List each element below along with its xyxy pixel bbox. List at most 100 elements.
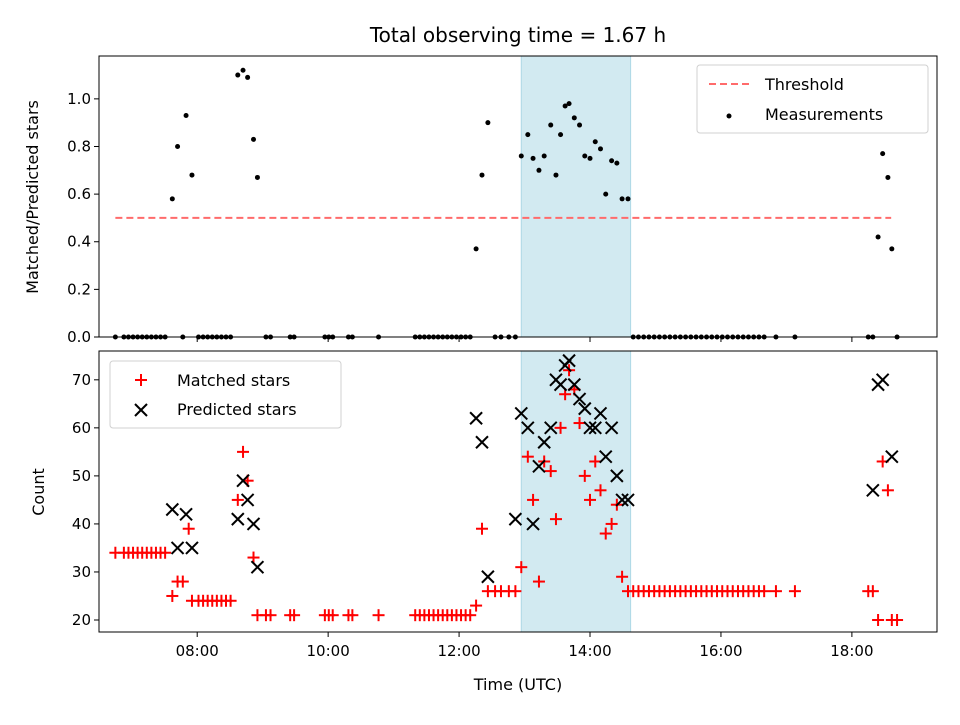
ratio-panel: 0.0 0.2 0.4 0.6 0.8 1.0 xyxy=(67,55,938,346)
predicted-point-b xyxy=(562,353,576,368)
measurement-point xyxy=(479,172,485,178)
bottom-y-axis-label: Count xyxy=(29,468,48,516)
predicted-point xyxy=(553,377,568,392)
predicted-point xyxy=(250,560,265,574)
y-tick-label: 0.4 xyxy=(67,233,91,251)
measurement-point xyxy=(582,153,588,159)
matched-point xyxy=(475,522,488,535)
measurement-point xyxy=(541,153,547,159)
measurement-point xyxy=(614,160,620,166)
measurement-point xyxy=(597,146,603,152)
measurement-point xyxy=(183,113,189,119)
legend-bottom-frame xyxy=(109,360,342,429)
measurement-point xyxy=(525,132,531,138)
predicted-point-b xyxy=(553,377,568,392)
predicted-point xyxy=(885,449,899,464)
predicted-point xyxy=(875,373,890,387)
measurement-point xyxy=(587,155,593,161)
matched-point xyxy=(578,469,591,482)
predicted-point xyxy=(578,401,592,416)
matched-point xyxy=(589,455,602,468)
predicted-point xyxy=(508,512,523,526)
predicted-point-b xyxy=(165,502,180,517)
matched-point xyxy=(881,484,894,497)
plot-frame xyxy=(98,350,938,633)
predicted-point xyxy=(593,406,608,421)
measurement-point xyxy=(562,103,568,109)
matched-point xyxy=(166,589,179,602)
matched-point xyxy=(288,609,301,622)
matched-point xyxy=(872,613,885,626)
highlight-span xyxy=(520,350,632,633)
predicted-point xyxy=(599,449,613,464)
predicted-point xyxy=(604,421,619,435)
y-tick-label: 0.2 xyxy=(67,280,91,298)
predicted-point xyxy=(562,353,576,368)
predicted-point-b xyxy=(526,517,540,531)
predicted-point xyxy=(170,541,185,555)
matched-point xyxy=(573,417,586,430)
matched-point xyxy=(599,527,612,540)
matched-point xyxy=(554,421,567,434)
matched-point xyxy=(769,585,782,598)
measurement-point xyxy=(485,120,491,126)
top-y-axis-label: Matched/Predicted stars xyxy=(23,100,42,294)
plot-frame xyxy=(98,55,938,338)
matched-point xyxy=(372,609,385,622)
matched-point xyxy=(247,551,260,564)
matched-point xyxy=(544,465,557,478)
y-tick-label: 0.0 xyxy=(67,328,91,346)
matched-point xyxy=(532,575,545,588)
measurement-point xyxy=(592,139,598,145)
predicted-point-b xyxy=(615,493,629,507)
x-tick-label: 12:00 xyxy=(437,642,480,660)
predicted-point xyxy=(537,435,551,449)
predicted-point xyxy=(481,570,495,584)
predicted-point-b xyxy=(583,421,597,435)
predicted-point xyxy=(610,469,624,483)
matched-point xyxy=(515,561,528,574)
predicted-point-b xyxy=(604,421,619,435)
legend-top: Threshold Measurements xyxy=(696,64,929,134)
predicted-point xyxy=(231,512,245,526)
matched-point xyxy=(549,513,562,526)
predicted-point-b xyxy=(599,449,613,464)
predicted-point-b xyxy=(185,541,199,555)
predicted-point-b xyxy=(572,392,587,406)
predicted-point-b xyxy=(567,377,582,392)
matched-point xyxy=(866,585,879,598)
matched-point xyxy=(788,585,801,598)
y-tick-label: 1.0 xyxy=(67,90,91,108)
matched-point xyxy=(527,493,540,506)
matched-point xyxy=(594,484,607,497)
predicted-point-b xyxy=(236,473,250,488)
measurement-point xyxy=(880,151,886,157)
predicted-point xyxy=(526,517,540,531)
matched-point xyxy=(237,445,250,458)
matched-point xyxy=(891,613,904,626)
x-tick-label: 08:00 xyxy=(176,642,219,660)
legend-bottom: Matched stars Predicted stars xyxy=(109,360,342,429)
predicted-point xyxy=(246,517,261,531)
predicted-point xyxy=(514,406,528,421)
matched-point xyxy=(605,517,618,530)
x-axis-label: Time (UTC) xyxy=(473,675,562,694)
legend-measurement-swatch xyxy=(726,113,732,119)
predicted-point-b xyxy=(544,421,558,435)
matched-point xyxy=(264,609,277,622)
measurement-point xyxy=(577,122,583,128)
matched-point xyxy=(224,594,237,607)
measurement-point xyxy=(619,196,625,202)
predicted-point-b xyxy=(231,512,245,526)
predicted-point-b xyxy=(481,570,495,584)
measurement-point xyxy=(235,72,241,78)
predicted-point xyxy=(475,435,489,449)
predicted-point xyxy=(621,493,635,507)
predicted-point xyxy=(469,411,483,425)
predicted-point-b xyxy=(532,459,546,473)
y-tick-label: 0.8 xyxy=(67,137,91,155)
measurement-point xyxy=(571,115,577,121)
legend-top-frame xyxy=(696,64,929,134)
measurement-point xyxy=(536,167,542,173)
